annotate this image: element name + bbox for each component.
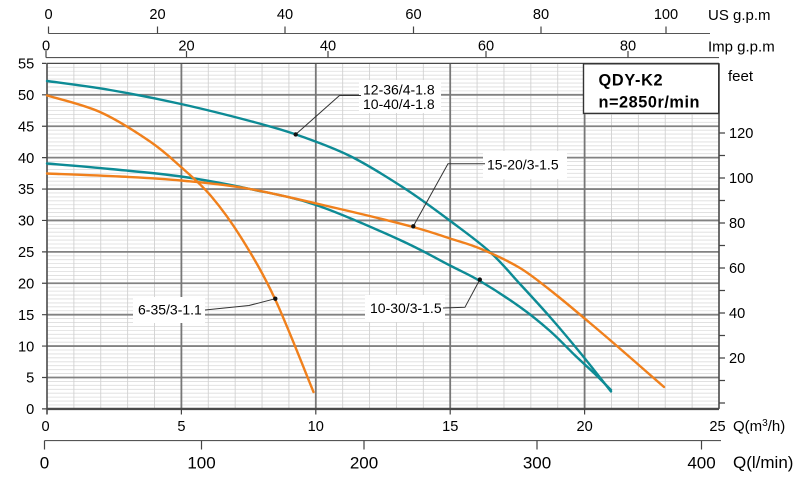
svg-text:80: 80	[620, 39, 636, 55]
svg-text:0: 0	[26, 402, 34, 418]
svg-text:0: 0	[44, 7, 52, 23]
svg-text:300: 300	[523, 454, 551, 473]
svg-text:12-36/4-1.8: 12-36/4-1.8	[363, 82, 435, 98]
svg-text:0: 0	[40, 454, 49, 473]
svg-text:QDY-K2: QDY-K2	[599, 72, 664, 90]
svg-text:US g.p.m: US g.p.m	[708, 7, 771, 24]
svg-text:100: 100	[654, 7, 678, 23]
svg-text:200: 200	[350, 454, 378, 473]
svg-text:40: 40	[18, 151, 34, 167]
svg-text:6-35/3-1.1: 6-35/3-1.1	[138, 302, 202, 318]
svg-text:15: 15	[18, 308, 34, 324]
svg-text:10: 10	[18, 339, 34, 355]
svg-text:20: 20	[18, 277, 34, 293]
svg-text:5: 5	[26, 371, 34, 387]
svg-text:55: 55	[18, 57, 34, 73]
svg-text:60: 60	[729, 261, 745, 277]
svg-text:10-30/3-1.5: 10-30/3-1.5	[370, 300, 442, 316]
svg-text:100: 100	[187, 454, 215, 473]
svg-text:20: 20	[729, 351, 745, 367]
svg-text:25: 25	[18, 245, 34, 261]
svg-text:80: 80	[729, 216, 745, 232]
svg-text:0: 0	[41, 419, 49, 435]
svg-text:30: 30	[18, 214, 34, 230]
svg-text:60: 60	[478, 39, 494, 55]
svg-text:10: 10	[308, 419, 324, 435]
svg-text:Q(l/min): Q(l/min)	[733, 453, 793, 472]
svg-text:400: 400	[687, 454, 715, 473]
svg-text:15: 15	[442, 419, 458, 435]
svg-text:35: 35	[18, 182, 34, 198]
svg-text:40: 40	[320, 39, 336, 55]
svg-text:5: 5	[177, 419, 185, 435]
svg-text:100: 100	[729, 171, 753, 187]
svg-text:25: 25	[709, 419, 725, 435]
svg-text:20: 20	[178, 39, 194, 55]
svg-text:10-40/4-1.8: 10-40/4-1.8	[363, 96, 435, 112]
svg-text:45: 45	[18, 119, 34, 135]
svg-text:n=2850r/min: n=2850r/min	[599, 94, 701, 112]
svg-text:50: 50	[18, 88, 34, 104]
svg-text:20: 20	[576, 419, 592, 435]
svg-text:40: 40	[729, 306, 745, 322]
svg-text:20: 20	[149, 7, 165, 23]
svg-text:40: 40	[277, 7, 293, 23]
svg-text:80: 80	[533, 7, 549, 23]
svg-text:15-20/3-1.5: 15-20/3-1.5	[487, 157, 559, 173]
svg-text:60: 60	[405, 7, 421, 23]
svg-text:feet: feet	[728, 68, 754, 85]
svg-text:120: 120	[729, 126, 753, 142]
svg-text:0: 0	[42, 39, 50, 55]
svg-text:Q(m3/h): Q(m3/h)	[733, 418, 785, 435]
svg-text:Imp g.p.m: Imp g.p.m	[708, 39, 775, 56]
